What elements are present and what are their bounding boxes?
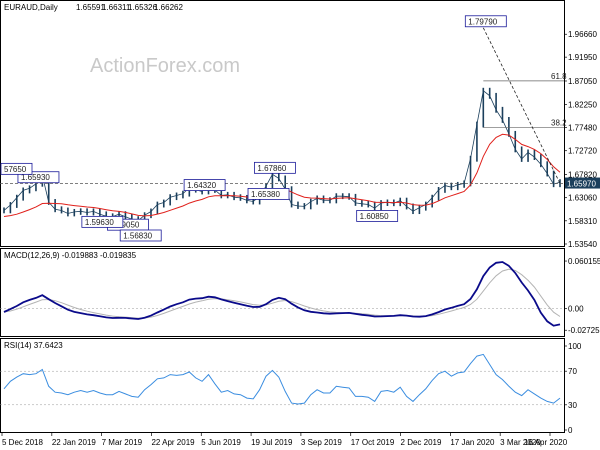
macd-layer: [0, 261, 564, 327]
x-tick-label: 17 Jan 2020: [450, 438, 495, 447]
price-y-tick-label: 1.67820: [568, 171, 597, 180]
level-label: 1.79790: [468, 17, 497, 26]
x-tick-label: 2 Dec 2019: [401, 438, 442, 447]
level-label: 1.56830: [123, 231, 152, 240]
rsi-y-tick-label: 100: [568, 342, 582, 351]
macd-signal-line: [3, 268, 561, 319]
x-tick-label: 22 Apr 2019: [151, 438, 195, 447]
macd-y-tick-label: 0.060155: [568, 257, 600, 266]
axis-layer: 1.96660 1.91950 1.87050 1.82250 1.77480 1.727…: [1, 30, 600, 447]
macd-y-tick-label: 0.00: [568, 305, 584, 314]
level-box: [254, 161, 296, 174]
level-label: 1.67860: [257, 164, 286, 173]
level-box: [119, 229, 162, 242]
level-label: 1.65380: [251, 190, 280, 199]
level-box: [81, 215, 124, 228]
rsi-y-tick-label: 0: [568, 426, 573, 435]
x-tick-label: 7 Mar 2019: [102, 438, 143, 447]
level-box: [17, 171, 60, 184]
chart-title: EURAUD,Daily: [4, 3, 58, 12]
price-y-tick-label: 1.53540: [568, 240, 597, 249]
current-price-marker: [565, 177, 600, 189]
current-price-label: 1.65970: [567, 180, 596, 189]
level-label: 57650: [4, 165, 27, 174]
level-box: [0, 162, 33, 175]
x-tick-label: 17 Oct 2019: [351, 438, 395, 447]
price-y-tick-label: 1.77480: [568, 124, 597, 133]
macd-panel-frame: [0, 248, 565, 337]
level-box: [464, 15, 507, 28]
level-label: 1.59050: [110, 221, 139, 230]
macd-y-tick-label: -0.02725: [568, 326, 600, 335]
ohlc-close: 1.66262: [154, 3, 183, 12]
x-tick-label: 19 Jul 2019: [251, 438, 293, 447]
fib-level-label: 38.2: [551, 119, 567, 128]
rsi-line: [3, 353, 561, 405]
price-y-tick-label: 1.91950: [568, 53, 597, 62]
level-box: [247, 188, 290, 200]
level-box: [183, 179, 226, 191]
rsi-y-tick-label: 70: [568, 367, 577, 376]
level-label: 1.64320: [187, 181, 216, 190]
macd-label: MACD(12,26,9) -0.019883 -0.019835: [4, 251, 137, 260]
x-tick-label: 22 Jan 2019: [52, 438, 97, 447]
level-label: 1.59630: [85, 218, 114, 227]
ohlc-high: 1.66311: [102, 3, 131, 12]
level-label: 1.60850: [360, 212, 389, 221]
ohlc-open: 1.65591: [76, 3, 105, 12]
x-tick-label: 5 Dec 2018: [2, 438, 43, 447]
macd-main-line: [3, 261, 561, 327]
fib-level-label: 61.8: [551, 72, 567, 81]
price-y-tick-label: 1.96660: [568, 30, 597, 39]
x-tick-label: 3 Mar 2020: [500, 438, 541, 447]
trend-line: [482, 27, 561, 184]
rsi-label: RSI(14) 37.6423: [4, 341, 63, 350]
level-label: 1.65930: [21, 173, 50, 182]
price-y-tick-label: 1.63060: [568, 194, 597, 203]
watermark: ActionForex.com: [90, 55, 240, 77]
x-tick-label: 3 Sep 2019: [301, 438, 342, 447]
price-layer: 61.8 38.2 1.79790 1.67860 1.64320 1.65930 1.59…: [0, 15, 567, 242]
x-tick-label: 5 Jun 2019: [201, 438, 241, 447]
rsi-y-tick-label: 30: [568, 401, 577, 410]
price-panel-frame: [0, 0, 565, 247]
ohlc-low: 1.65326: [128, 3, 157, 12]
rsi-layer: [0, 353, 564, 406]
x-tick-label: 16 Apr 2020: [524, 438, 568, 447]
price-y-tick-label: 1.72720: [568, 147, 597, 156]
price-y-tick-label: 1.58310: [568, 217, 597, 226]
price-y-tick-label: 1.82250: [568, 100, 597, 109]
price-y-tick-label: 1.87050: [568, 77, 597, 86]
level-box: [356, 210, 399, 222]
